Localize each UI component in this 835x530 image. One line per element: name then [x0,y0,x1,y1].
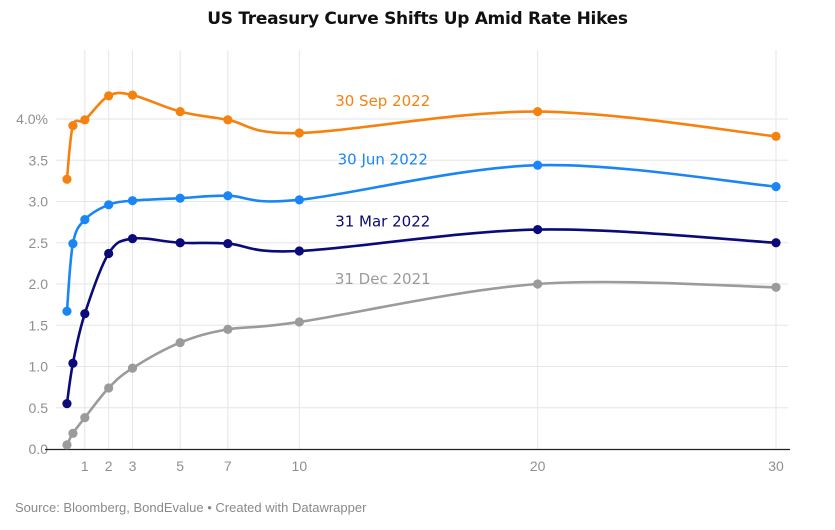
y-tick-label: 2.5 [29,235,49,251]
data-point-30-jun-2022 [62,306,72,316]
series-points [62,90,781,450]
data-point-31-mar-2022 [80,309,90,319]
data-point-31-mar-2022 [771,238,781,248]
data-point-30-jun-2022 [533,160,543,170]
data-point-30-jun-2022 [127,196,138,206]
y-tick-label: 0.5 [29,400,49,416]
y-tick-label: 2.0 [29,276,49,292]
series-labels: 31 Dec 2021 31 Mar 2022 30 Jun 2022 30 Sep … [335,92,431,288]
chart-title: US Treasury Curve Shifts Up Amid Rate Hi… [207,9,628,29]
data-point-31-mar-2022 [175,238,185,248]
data-point-30-jun-2022 [68,238,78,249]
series-label-31-mar-2022: 31 Mar 2022 [335,212,430,230]
series-line-31-mar-2022 [65,228,778,405]
x-tick-label: 7 [224,458,232,474]
data-point-31-dec-2021 [68,428,78,438]
data-point-31-dec-2021 [175,337,185,348]
y-tick-label: 4.0% [16,111,48,127]
x-tick-label: 2 [105,458,113,474]
data-point-30-sep-2022 [175,106,185,117]
x-tick-label: 30 [768,458,784,474]
series-label-30-sep-2022: 30 Sep 2022 [335,92,430,110]
data-point-31-dec-2021 [294,317,304,327]
y-tick-label: 3.0 [29,194,49,210]
data-point-30-sep-2022 [223,115,233,125]
y-tick-label: 1.0 [29,359,49,375]
data-point-31-dec-2021 [533,279,543,289]
x-tick-label: 1 [81,458,89,474]
data-point-30-sep-2022 [62,174,72,184]
gridlines [56,50,788,449]
x-tick-label: 10 [292,458,308,474]
data-point-31-dec-2021 [62,440,72,450]
x-tick-label: 3 [129,458,137,474]
data-point-31-mar-2022 [223,238,233,249]
data-point-30-jun-2022 [771,182,781,192]
data-point-31-dec-2021 [771,282,781,292]
data-point-31-mar-2022 [127,234,138,244]
data-point-30-sep-2022 [771,131,781,141]
series-label-31-dec-2021: 31 Dec 2021 [335,270,431,288]
y-axis-ticks: 0.0 0.5 1.0 1.5 2.0 2.5 3.0 3.5 4.0% [16,111,48,457]
data-point-30-sep-2022 [127,90,138,100]
data-point-30-sep-2022 [533,106,543,117]
data-point-30-sep-2022 [68,121,78,131]
data-point-31-dec-2021 [127,363,138,373]
data-point-30-jun-2022 [223,191,233,201]
source-footer: Source: Bloomberg, BondEvalue • Created … [15,500,367,515]
data-point-30-sep-2022 [104,91,114,101]
data-point-30-jun-2022 [294,195,304,205]
data-point-30-jun-2022 [80,215,90,225]
series-line-31-dec-2021 [65,280,778,447]
data-point-30-sep-2022 [294,128,304,138]
x-axis-ticks: 1 2 3 5 7 10 20 30 [81,458,784,474]
data-point-31-mar-2022 [62,399,72,409]
y-tick-label: 0.0 [29,441,49,457]
series-label-30-jun-2022: 30 Jun 2022 [338,150,428,168]
data-point-30-jun-2022 [104,200,114,210]
y-tick-label: 1.5 [29,317,49,333]
y-tick-label: 3.5 [29,152,49,168]
x-tick-label: 20 [530,458,546,474]
data-point-31-mar-2022 [104,248,114,259]
data-point-30-sep-2022 [80,115,90,125]
data-point-31-mar-2022 [294,246,304,256]
data-point-31-dec-2021 [80,413,90,423]
data-point-31-mar-2022 [68,358,78,368]
data-point-31-dec-2021 [223,324,233,334]
data-point-30-jun-2022 [175,193,185,203]
data-point-31-dec-2021 [104,383,114,393]
data-point-31-mar-2022 [533,224,543,235]
line-chart: 0.0 0.5 1.0 1.5 2.0 2.5 3.0 3.5 4.0% 1 2 3 5 7 10 20 30… [16,50,790,474]
x-tick-label: 5 [176,458,184,474]
series-lines [65,91,778,447]
